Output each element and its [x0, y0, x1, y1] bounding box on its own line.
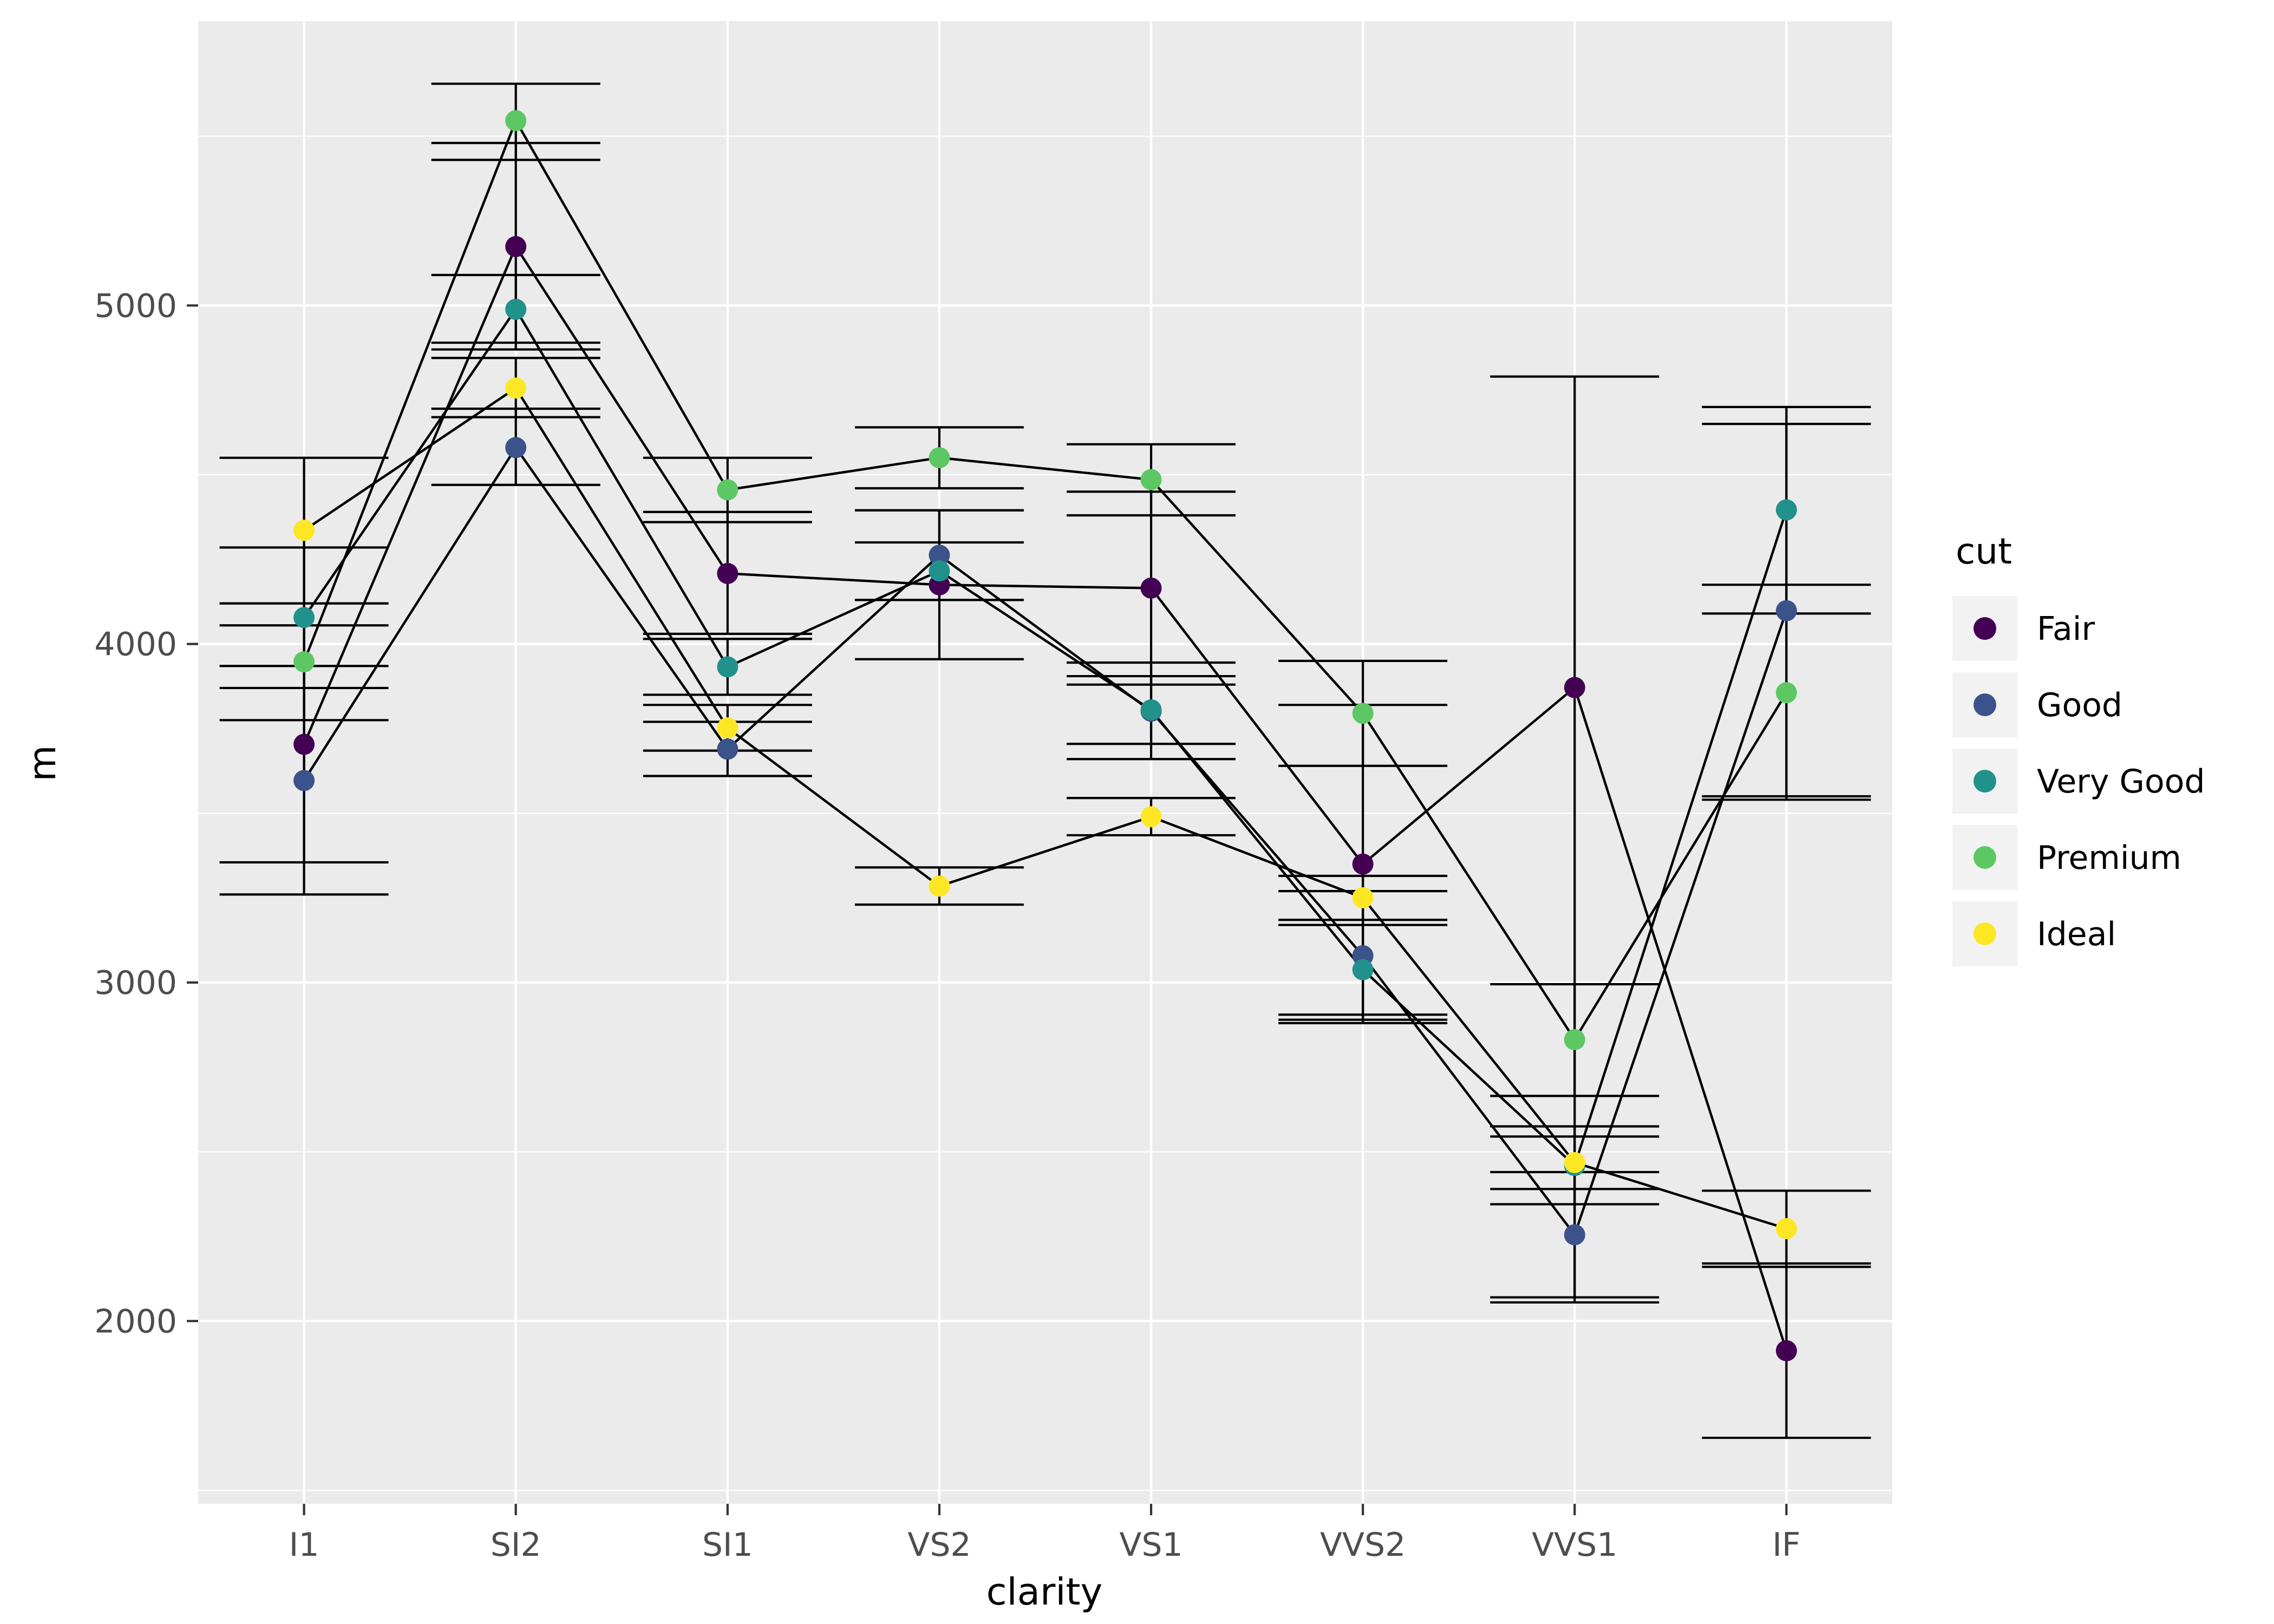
point-good-VVS1	[1564, 1224, 1585, 1246]
x-tick-label: VVS1	[1532, 1526, 1617, 1564]
point-good-IF	[1775, 600, 1797, 621]
y-tick-label: 2000	[94, 1302, 177, 1340]
x-tick-label: VS1	[1119, 1526, 1182, 1564]
point-premium-SI2	[505, 110, 527, 132]
point-fair-SI1	[717, 562, 739, 584]
legend-dot-icon	[1974, 846, 1996, 869]
point-fair-VVS1	[1564, 677, 1585, 698]
point-good-SI2	[505, 437, 527, 459]
point-good-I1	[293, 770, 315, 791]
legend-key	[1952, 901, 2017, 966]
line-fair	[303, 244, 1788, 1351]
point-very-good-VVS2	[1352, 959, 1374, 980]
y-tick-label: 5000	[94, 287, 177, 325]
legend-label: Fair	[2037, 609, 2095, 648]
y-tick-label: 4000	[94, 626, 177, 664]
line-premium	[303, 117, 1788, 1042]
point-ideal-IF	[1775, 1218, 1797, 1240]
y-tick-label: 3000	[94, 964, 177, 1002]
point-very-good-IF	[1775, 499, 1797, 521]
point-ideal-I1	[293, 520, 315, 541]
point-ideal-VS1	[1140, 806, 1162, 828]
legend-key	[1952, 596, 2017, 661]
legend-title: cut	[1956, 533, 2012, 573]
line-very-good	[303, 307, 1788, 1168]
point-premium-VVS1	[1564, 1029, 1585, 1051]
point-very-good-VS2	[929, 560, 950, 582]
legend-item-very-good: Very Good	[1952, 749, 2205, 814]
point-premium-IF	[1775, 682, 1797, 704]
legend-label: Very Good	[2037, 762, 2205, 801]
legend-item-premium: Premium	[1952, 825, 2205, 890]
x-axis-title: clarity	[986, 1570, 1103, 1614]
x-tick-label: SI2	[491, 1526, 541, 1564]
point-ideal-VS2	[929, 875, 950, 897]
x-tick-label: SI1	[702, 1526, 753, 1564]
legend-key	[1952, 825, 2017, 890]
legend: cut Fair Good Very Good Premium Ideal	[1952, 533, 2205, 978]
legend-dot-icon	[1974, 617, 1996, 640]
point-fair-VS1	[1140, 577, 1162, 599]
line-ideal	[303, 386, 1787, 1230]
point-ideal-SI1	[717, 717, 739, 739]
x-tick-label: IF	[1772, 1526, 1800, 1564]
legend-label: Premium	[2037, 838, 2181, 877]
legend-label: Ideal	[2037, 914, 2116, 953]
point-very-good-VS1	[1140, 699, 1162, 721]
point-very-good-SI2	[505, 298, 527, 320]
point-ideal-VVS1	[1564, 1152, 1585, 1174]
point-very-good-I1	[293, 607, 315, 628]
point-premium-VS2	[929, 447, 950, 469]
plot-panel	[198, 21, 1892, 1504]
legend-label: Good	[2037, 685, 2123, 724]
legend-key	[1952, 749, 2017, 814]
legend-dot-icon	[1974, 770, 1996, 793]
legend-dot-icon	[1974, 922, 1996, 945]
x-tick-label: I1	[289, 1526, 319, 1564]
point-premium-I1	[293, 651, 315, 673]
x-tick-label: VVS2	[1320, 1526, 1406, 1564]
point-fair-IF	[1775, 1340, 1797, 1361]
point-fair-VVS2	[1352, 853, 1374, 875]
x-tick-label: VS2	[907, 1526, 971, 1564]
point-good-VS2	[929, 545, 950, 566]
point-fair-SI2	[505, 236, 527, 258]
point-premium-VVS2	[1352, 703, 1374, 724]
point-ideal-VVS2	[1352, 887, 1374, 908]
point-very-good-SI1	[717, 656, 739, 678]
point-premium-SI1	[717, 479, 739, 501]
point-ideal-SI2	[505, 377, 527, 399]
line-good	[303, 445, 1788, 1237]
legend-item-ideal: Ideal	[1952, 901, 2205, 966]
point-good-SI1	[717, 738, 739, 760]
legend-dot-icon	[1974, 693, 1996, 716]
legend-item-good: Good	[1952, 672, 2205, 737]
legend-item-fair: Fair	[1952, 596, 2205, 661]
y-axis-title: m	[21, 745, 64, 781]
point-premium-VS1	[1140, 469, 1162, 490]
point-fair-I1	[293, 734, 315, 755]
legend-key	[1952, 672, 2017, 737]
